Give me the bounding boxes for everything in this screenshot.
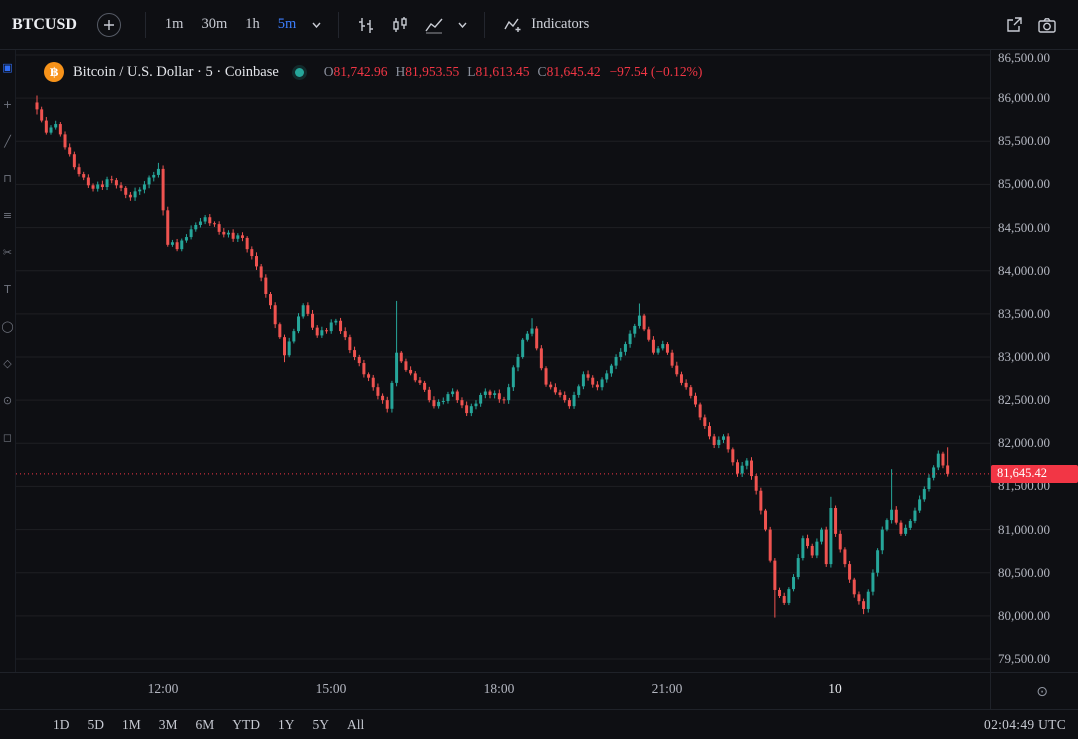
price-axis-label: 85,500.00 bbox=[998, 133, 1050, 149]
price-axis-label: 84,000.00 bbox=[998, 262, 1050, 278]
scissors-icon[interactable]: ✂ bbox=[2, 246, 13, 259]
drawing-toolbar: ▣ + ╱ ⊓ ≡ ✂ T ◯ ◇ ⊙ ◻ bbox=[0, 50, 16, 672]
interval-group: 1m 30m 1h 5m bbox=[156, 11, 305, 38]
price-axis-label: 86,500.00 bbox=[998, 50, 1050, 65]
market-status-icon bbox=[294, 67, 304, 77]
area-style-icon[interactable] bbox=[417, 11, 451, 39]
price-axis-label: 79,500.00 bbox=[998, 651, 1050, 666]
bitcoin-icon: ฿ bbox=[44, 62, 64, 82]
price-axis-label: 83,000.00 bbox=[998, 349, 1050, 364]
interval-1m[interactable]: 1m bbox=[156, 11, 193, 38]
text-tool-icon[interactable]: T bbox=[4, 283, 11, 296]
price-axis-label: 80,000.00 bbox=[998, 607, 1050, 623]
range-1y[interactable]: 1Y bbox=[271, 714, 302, 736]
price-axis-label: 82,500.00 bbox=[998, 392, 1050, 408]
chevron-down-icon[interactable] bbox=[451, 18, 474, 32]
symbol-button[interactable]: BTCUSD bbox=[12, 15, 77, 33]
candlestick-chart[interactable] bbox=[16, 50, 990, 672]
last-price-label: 81,645.42 bbox=[991, 464, 1078, 483]
camera-icon[interactable] bbox=[1030, 12, 1064, 38]
interval-1h[interactable]: 1h bbox=[236, 11, 269, 38]
indicators-button[interactable]: Indicators bbox=[495, 12, 597, 38]
range-3m[interactable]: 3M bbox=[152, 714, 185, 736]
range-1m[interactable]: 1M bbox=[115, 714, 148, 736]
range-group: 1D 5D 1M 3M 6M YTD 1Y 5Y All bbox=[46, 714, 371, 736]
bar-style-icon[interactable] bbox=[349, 11, 383, 39]
timezone-icon[interactable]: ⊙ bbox=[1036, 683, 1048, 700]
price-axis-label: 81,000.00 bbox=[998, 521, 1050, 537]
range-1d[interactable]: 1D bbox=[46, 714, 77, 736]
top-toolbar: BTCUSD 1m 30m 1h 5m bbox=[0, 0, 1078, 50]
close-label: C bbox=[537, 64, 547, 79]
high-label: H bbox=[395, 64, 406, 79]
range-5d[interactable]: 5D bbox=[81, 714, 112, 736]
axis-corner: ⊙ bbox=[990, 673, 1078, 710]
candle-style-icon[interactable] bbox=[383, 11, 417, 39]
separator bbox=[338, 11, 340, 38]
legend-title: Bitcoin / U.S. Dollar · 5 · Coinbase bbox=[73, 63, 279, 80]
bottom-toolbar: 1D 5D 1M 3M 6M YTD 1Y 5Y All 02:04:49 UTC bbox=[0, 709, 1078, 739]
change-value: −97.54 (−0.12%) bbox=[609, 64, 703, 79]
interval-5m[interactable]: 5m bbox=[269, 11, 306, 38]
open-value: 81,742.96 bbox=[333, 64, 388, 79]
trendline-icon[interactable]: ╱ bbox=[4, 135, 11, 148]
pitchfork-icon[interactable]: ⊓ bbox=[3, 172, 12, 185]
time-axis[interactable]: ⊙ 12:00 15:00 18:00 21:00 10 bbox=[0, 672, 1078, 710]
lock-icon[interactable]: ◻ bbox=[2, 431, 13, 444]
price-axis-label: 85,000.00 bbox=[998, 176, 1050, 192]
chart-plot[interactable]: ฿ Bitcoin / U.S. Dollar · 5 · Coinbase O… bbox=[16, 50, 990, 672]
clock[interactable]: 02:04:49 UTC bbox=[984, 716, 1066, 732]
price-axis[interactable]: 81,645.42 86,500.00 86,000.00 85,500.00 85,… bbox=[990, 50, 1078, 672]
separator bbox=[484, 11, 486, 38]
open-label: O bbox=[323, 64, 334, 79]
close-value: 81,645.42 bbox=[546, 64, 601, 79]
zoom-icon[interactable]: ⊙ bbox=[2, 394, 13, 407]
chevron-down-icon[interactable] bbox=[305, 18, 328, 32]
low-value: 81,613.45 bbox=[475, 64, 530, 79]
range-6m[interactable]: 6M bbox=[189, 714, 222, 736]
low-label: L bbox=[467, 64, 476, 79]
time-axis-label: 21:00 bbox=[651, 681, 683, 696]
price-tag-icon[interactable]: ◇ bbox=[3, 357, 12, 370]
time-axis-label: 12:00 bbox=[147, 681, 179, 696]
add-symbol-icon[interactable] bbox=[96, 12, 121, 37]
price-axis-label: 80,500.00 bbox=[998, 564, 1050, 580]
time-axis-label: 15:00 bbox=[315, 681, 347, 696]
emoji-icon[interactable]: ◯ bbox=[1, 320, 14, 333]
price-axis-label: 86,000.00 bbox=[998, 90, 1050, 106]
layout-icon[interactable]: ▣ bbox=[2, 61, 13, 74]
range-ytd[interactable]: YTD bbox=[225, 714, 267, 736]
price-axis-label: 82,000.00 bbox=[998, 435, 1050, 451]
ohlc-readout: O 81,742.96 H 81,953.55 L 81,613.45 C 81,645… bbox=[316, 64, 703, 80]
high-value: 81,953.55 bbox=[405, 64, 460, 79]
time-axis-label: 18:00 bbox=[483, 681, 515, 696]
separator bbox=[144, 11, 146, 38]
sliders-icon[interactable]: ≡ bbox=[2, 209, 13, 222]
range-all[interactable]: All bbox=[340, 714, 371, 736]
interval-30m[interactable]: 30m bbox=[192, 11, 236, 38]
gridlines bbox=[16, 54, 990, 660]
chart-legend: ฿ Bitcoin / U.S. Dollar · 5 · Coinbase O… bbox=[44, 62, 702, 82]
range-5y[interactable]: 5Y bbox=[306, 714, 337, 736]
price-axis-label: 83,500.00 bbox=[998, 305, 1050, 321]
candlesticks bbox=[35, 95, 950, 618]
open-in-new-window-icon[interactable] bbox=[998, 12, 1030, 38]
time-axis-label: 10 bbox=[828, 681, 842, 696]
price-axis-label: 84,500.00 bbox=[998, 219, 1050, 235]
indicators-icon bbox=[504, 18, 521, 32]
indicators-label: Indicators bbox=[531, 16, 590, 32]
crosshair-icon[interactable]: + bbox=[2, 98, 13, 111]
